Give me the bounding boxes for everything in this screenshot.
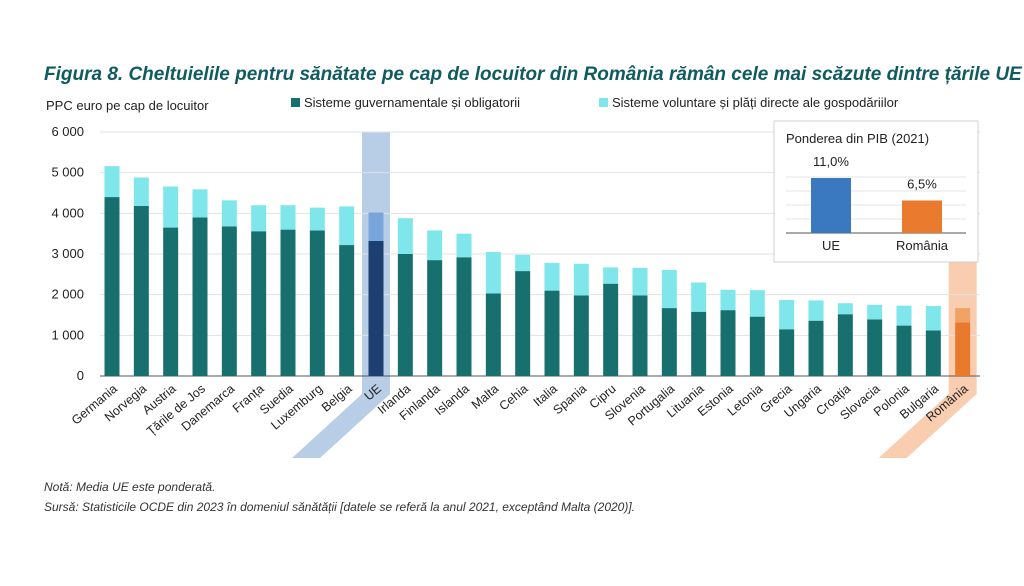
inset-bar bbox=[811, 178, 851, 233]
bar-voluntary bbox=[749, 290, 765, 317]
bar-voluntary bbox=[691, 282, 707, 312]
y-tick-label: 1 000 bbox=[51, 327, 84, 342]
inset-value-label: 11,0% bbox=[813, 154, 849, 169]
legend-swatch-voluntary bbox=[599, 98, 608, 107]
bar-voluntary bbox=[955, 308, 971, 323]
legend: Sisteme guvernamentale și obligatorii Sis… bbox=[291, 95, 899, 110]
bar-voluntary bbox=[779, 299, 795, 330]
bar-government bbox=[339, 245, 355, 376]
bar-government bbox=[133, 206, 149, 376]
y-tick-label: 5 000 bbox=[51, 165, 84, 180]
bar-government bbox=[368, 240, 384, 376]
bar-government bbox=[632, 295, 648, 376]
bar-government bbox=[925, 330, 941, 376]
bar-voluntary bbox=[661, 269, 677, 309]
inset-bar bbox=[902, 200, 942, 233]
bar-series bbox=[104, 166, 971, 376]
bar-voluntary bbox=[397, 218, 413, 254]
bar-voluntary bbox=[632, 267, 648, 296]
bar-voluntary bbox=[837, 303, 853, 315]
inset-category-label: UE bbox=[822, 238, 840, 253]
bar-government bbox=[280, 229, 296, 376]
x-tick-label: Cehia bbox=[497, 382, 531, 414]
legend-label-government: Sisteme guvernamentale și obligatorii bbox=[304, 95, 520, 110]
bar-government bbox=[691, 311, 707, 376]
bar-voluntary bbox=[221, 200, 237, 227]
inset-value-label: 6,5% bbox=[907, 177, 937, 192]
bar-voluntary bbox=[309, 207, 325, 231]
bar-government bbox=[309, 230, 325, 376]
bar-voluntary bbox=[251, 205, 267, 232]
bar-government bbox=[808, 320, 824, 376]
bar-voluntary bbox=[339, 206, 355, 246]
bar-government bbox=[544, 290, 560, 376]
gdp-share-inset: Ponderea din PIB (2021) 11,0% UE 6,5% Români… bbox=[773, 120, 979, 263]
bar-voluntary bbox=[427, 230, 443, 261]
bar-voluntary bbox=[867, 304, 883, 320]
bar-government bbox=[104, 197, 120, 376]
legend-swatch-government bbox=[291, 98, 300, 107]
bar-voluntary bbox=[808, 300, 824, 321]
bar-government bbox=[397, 254, 413, 376]
bar-government bbox=[251, 231, 267, 376]
source-text: Sursă: Statisticile OCDE din 2023 în dom… bbox=[44, 500, 636, 514]
y-tick-label: 0 bbox=[77, 368, 84, 383]
figure-title: Figura 8. Cheltuielile pentru sănătate p… bbox=[44, 64, 1022, 85]
bar-government bbox=[720, 310, 736, 376]
bar-government bbox=[163, 227, 179, 376]
bar-voluntary bbox=[515, 254, 531, 272]
bar-voluntary bbox=[603, 267, 619, 284]
y-tick-label: 4 000 bbox=[51, 205, 84, 220]
bar-voluntary bbox=[163, 186, 179, 228]
bar-voluntary bbox=[280, 205, 296, 230]
bar-voluntary bbox=[573, 263, 589, 296]
bar-government bbox=[955, 322, 971, 376]
bar-voluntary bbox=[720, 289, 736, 311]
bar-voluntary bbox=[104, 166, 120, 198]
bar-voluntary bbox=[456, 233, 472, 258]
bar-government bbox=[427, 260, 443, 376]
bar-government bbox=[779, 329, 795, 376]
bar-government bbox=[661, 308, 677, 376]
inset-title: Ponderea din PIB (2021) bbox=[786, 131, 929, 146]
y-tick-label: 6 000 bbox=[51, 124, 84, 139]
bar-government bbox=[515, 271, 531, 376]
bar-government bbox=[896, 325, 912, 376]
legend-label-voluntary: Sisteme voluntare și plăți directe ale g… bbox=[612, 95, 899, 110]
bar-voluntary bbox=[896, 305, 912, 326]
bar-voluntary bbox=[485, 251, 501, 294]
bar-voluntary bbox=[192, 189, 208, 218]
y-tick-label: 2 000 bbox=[51, 287, 84, 302]
bar-government bbox=[749, 316, 765, 376]
bar-voluntary bbox=[368, 212, 384, 241]
x-tick-label: Malta bbox=[469, 382, 501, 412]
bar-government bbox=[221, 226, 237, 376]
bar-government bbox=[603, 283, 619, 376]
bar-government bbox=[573, 295, 589, 376]
y-tick-label: 3 000 bbox=[51, 246, 84, 261]
y-axis: 0 1 000 2 000 3 000 4 000 5 000 6 000 PPC euro … bbox=[46, 98, 209, 383]
bar-government bbox=[837, 314, 853, 376]
y-axis-label: PPC euro pe cap de locuitor bbox=[46, 98, 209, 113]
inset-category-label: România bbox=[896, 238, 949, 253]
bar-government bbox=[192, 217, 208, 376]
note-text: Notă: Media UE este ponderată. bbox=[44, 480, 216, 494]
bar-voluntary bbox=[544, 262, 560, 291]
bar-voluntary bbox=[133, 177, 149, 207]
bar-government bbox=[867, 319, 883, 376]
bar-government bbox=[456, 257, 472, 376]
bar-voluntary bbox=[925, 306, 941, 331]
x-tick-label: Spania bbox=[550, 382, 589, 418]
bar-government bbox=[485, 293, 501, 376]
